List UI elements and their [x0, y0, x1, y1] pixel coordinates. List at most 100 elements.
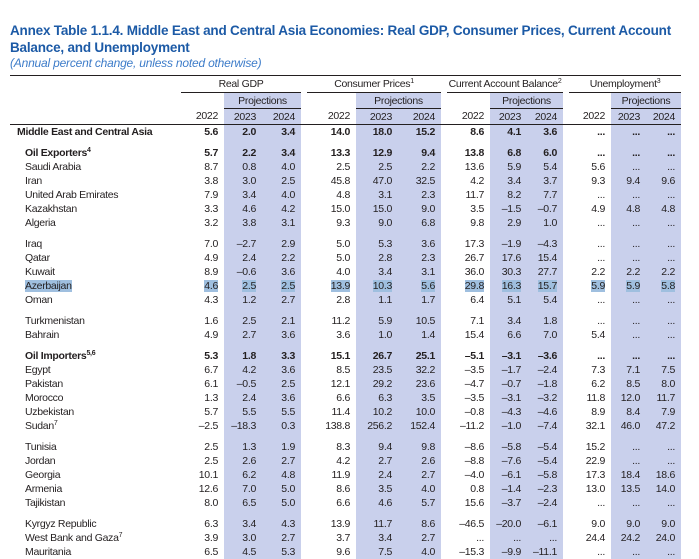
value-cell: 15.1	[301, 349, 356, 363]
value-cell: 1.3	[175, 391, 224, 405]
year-header: 2023	[356, 108, 398, 125]
value-text: 8.5	[336, 364, 350, 376]
group-header: Consumer Prices1	[301, 75, 441, 93]
value-text: 3.4	[281, 126, 295, 138]
value-text: 22.9	[585, 455, 606, 467]
value-cell: 0.3	[262, 419, 301, 433]
value-text: 6.2	[242, 469, 256, 481]
spacer-cell	[10, 230, 175, 237]
table-row: Iraq 7.0 –2.7 2.9 5.0 5.3 3.6 17.3 –1.9 –4.3.....…	[10, 237, 681, 251]
value-cell: 24.0	[646, 531, 681, 545]
value-text: 7.0	[543, 329, 557, 341]
row-label: Turkmenistan	[10, 314, 175, 328]
value-text: 4.8	[626, 203, 640, 215]
value-text: 8.5	[626, 378, 640, 390]
value-cell: 3.9	[175, 531, 224, 545]
header-blank	[175, 93, 224, 109]
value-cell: –18.3	[224, 419, 262, 433]
value-text: –4.0	[464, 469, 485, 481]
value-cell: 32.2	[398, 363, 441, 377]
spacer-cell	[175, 307, 224, 314]
header-blank	[10, 108, 175, 125]
value-text: ...	[632, 161, 640, 173]
value-cell: ...	[646, 314, 681, 328]
value-cell: –3.1	[490, 391, 527, 405]
value-text: 3.2	[204, 217, 218, 229]
value-text: 6.7	[204, 364, 218, 376]
value-text: 2.2	[626, 266, 640, 278]
value-text: –7.6	[501, 455, 522, 467]
row-label: Azerbaijan	[10, 279, 175, 293]
spacer-cell	[646, 510, 681, 517]
row-label: United Arab Emirates	[10, 188, 175, 202]
value-text: 46.0	[620, 420, 641, 432]
data-table: Real GDP Consumer Prices1 Current Account …	[10, 75, 681, 559]
value-text: 3.3	[281, 350, 295, 362]
value-cell: 2.5	[262, 174, 301, 188]
year-header: 2022	[563, 108, 611, 125]
value-text: 3.4	[378, 532, 392, 544]
value-cell: 5.0	[301, 237, 356, 251]
value-text: 6.6	[336, 497, 350, 509]
value-cell: 2.5	[356, 160, 398, 174]
value-text: 1.7	[421, 294, 435, 306]
table-row: Uzbekistan 5.7 5.5 5.5 11.4 10.2 10.0 –0.8 –4.3 –…	[10, 405, 681, 419]
group-header-label: Consumer Prices1	[307, 76, 441, 93]
row-label-text: Armenia	[25, 483, 62, 495]
value-cell: 3.3	[262, 349, 301, 363]
year-header: 2024	[646, 108, 681, 125]
spacer-cell	[527, 342, 563, 349]
value-text: 3.0	[242, 532, 256, 544]
value-text: 5.5	[242, 406, 256, 418]
value-cell: ...	[646, 349, 681, 363]
value-cell: 3.7	[301, 531, 356, 545]
value-text: 6.8	[507, 147, 521, 159]
value-text: 9.3	[591, 175, 605, 187]
value-cell: 10.1	[175, 468, 224, 482]
row-label: Morocco	[10, 391, 175, 405]
value-text: ...	[667, 441, 675, 453]
spacer-cell	[646, 139, 681, 146]
value-text: ...	[667, 147, 675, 159]
value-text: –5.8	[537, 469, 558, 481]
row-label-text: West Bank and Gaza	[25, 532, 119, 544]
value-text: 2.7	[281, 455, 295, 467]
footnote-marker: 7	[53, 420, 58, 427]
value-cell: 5.9	[490, 160, 527, 174]
value-cell: 32.1	[563, 419, 611, 433]
value-text: ...	[597, 189, 605, 201]
value-text: –3.1	[501, 392, 522, 404]
value-cell: 5.4	[563, 328, 611, 342]
value-cell: 3.6	[301, 328, 356, 342]
value-cell: –0.7	[527, 202, 563, 216]
row-label: Oman	[10, 293, 175, 307]
value-cell: 4.6	[224, 202, 262, 216]
value-text: ...	[632, 238, 640, 250]
value-cell: ...	[563, 188, 611, 202]
value-cell: 16.3	[490, 279, 527, 293]
value-cell: 2.2	[563, 265, 611, 279]
value-cell: 2.5	[301, 160, 356, 174]
value-cell: 8.6	[441, 125, 490, 140]
value-text: 5.6	[204, 126, 218, 138]
value-cell: 3.1	[356, 188, 398, 202]
value-cell: 7.0	[224, 482, 262, 496]
spacer-cell	[301, 342, 356, 349]
value-cell: 5.0	[262, 496, 301, 510]
value-cell: 10.5	[398, 314, 441, 328]
value-cell: 3.5	[398, 391, 441, 405]
value-text: 6.8	[421, 217, 435, 229]
value-cell: 3.6	[262, 265, 301, 279]
value-text: 13.9	[330, 518, 351, 530]
value-text: ...	[667, 252, 675, 264]
value-text: 2.7	[242, 329, 256, 341]
value-text: 3.8	[242, 217, 256, 229]
spacer-cell	[398, 342, 441, 349]
value-cell: ...	[611, 124, 646, 139]
value-cell: ...	[563, 125, 611, 140]
value-text: 7.0	[204, 238, 218, 250]
spacer-cell	[356, 342, 398, 349]
value-text: 10.5	[415, 315, 436, 327]
value-cell: 9.6	[301, 545, 356, 559]
value-cell: 4.2	[224, 363, 262, 377]
